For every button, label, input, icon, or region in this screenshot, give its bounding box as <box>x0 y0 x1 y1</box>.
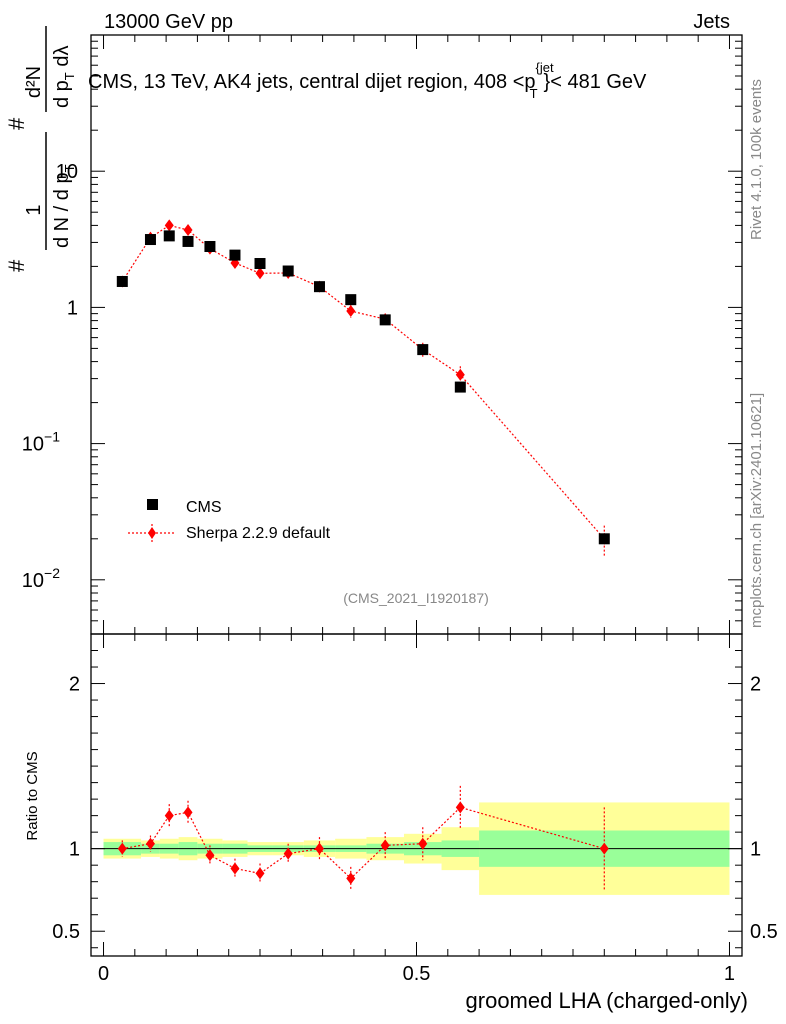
ratio-ylabel: Ratio to CMS <box>24 751 41 840</box>
sherpa-series-line <box>121 224 605 540</box>
sherpa-point-12 <box>455 368 465 381</box>
main-ytick-label-10: 10 <box>56 161 78 183</box>
ratio-sherpa-point-0 <box>117 842 127 855</box>
main-panel-series <box>116 219 610 556</box>
ratio-sherpa-point-12 <box>455 801 465 814</box>
legend-sherpa-marker <box>148 527 156 539</box>
x-tick-label-0.5: 0.5 <box>403 963 431 985</box>
cms-point-12 <box>454 381 466 393</box>
ratio-ytick-label-right-2: 2 <box>750 674 761 696</box>
ratio-sherpa-point-5 <box>230 862 240 875</box>
ylabel-numerator-2: d²N <box>23 66 45 98</box>
ratio-panel-frame <box>90 633 743 957</box>
ratio-sherpa-point-10 <box>380 839 390 852</box>
cms-point-9 <box>345 294 357 306</box>
ylabel-hash-1: # <box>4 259 29 272</box>
sherpa-point-2 <box>164 219 174 232</box>
main-ylabel: # 1 d N / d pT # d²N d pT dλ <box>4 26 77 272</box>
ratio-sherpa-point-7 <box>283 847 293 860</box>
ratio-panel-series <box>117 785 609 890</box>
ratio-ytick-label-right-1: 1 <box>750 839 761 861</box>
sherpa-point-6 <box>255 267 265 280</box>
cms-point-2 <box>163 230 175 242</box>
legend: CMS Sherpa 2.2.9 default <box>128 499 331 542</box>
mcplots-label: mcplots.cern.ch [arXiv:2401.10621] <box>748 393 765 628</box>
ratio-sherpa-point-11 <box>418 837 428 850</box>
ratio-ytick-label-left-2: 2 <box>69 674 80 696</box>
cms-point-0 <box>116 275 128 287</box>
main-ytick-label-0.01: 10−2 <box>22 565 60 592</box>
ratio-sherpa-point-1 <box>145 837 155 850</box>
x-tick-label-0: 0 <box>98 963 109 985</box>
x-axis-label: groomed LHA (charged-only) <box>466 988 748 1013</box>
cms-point-11 <box>417 344 429 356</box>
title-subscript: T <box>530 86 538 101</box>
ratio-sherpa-point-3 <box>183 806 193 819</box>
cms-point-3 <box>182 235 194 247</box>
legend-sherpa-label: Sherpa 2.2.9 default <box>186 525 331 542</box>
ratio-sherpa-point-9 <box>346 872 356 885</box>
rivet-version-label: Rivet 4.1.0, 100k events <box>748 79 765 240</box>
cms-point-5 <box>229 249 241 261</box>
ratio-sherpa-point-4 <box>205 849 215 862</box>
sherpa-point-3 <box>183 224 193 237</box>
x-tick-label-1: 1 <box>724 963 735 985</box>
ratio-ytick-label-right-0.5: 0.5 <box>750 921 778 943</box>
ratio-sherpa-point-6 <box>255 867 265 880</box>
cms-point-6 <box>254 258 266 270</box>
title-suffix: }< 481 GeV <box>544 71 648 93</box>
main-ytick-label-0.1: 10−1 <box>22 429 60 456</box>
sherpa-point-9 <box>346 305 356 318</box>
main-panel-frame <box>90 34 743 635</box>
analysis-watermark: (CMS_2021_I1920187) <box>343 590 489 606</box>
cms-point-10 <box>379 314 391 326</box>
ratio-ytick-label-left-1: 1 <box>69 839 80 861</box>
ratio-sherpa-point-8 <box>314 842 324 855</box>
plot-title: CMS, 13 TeV, AK4 jets, central dijet reg… <box>88 60 647 101</box>
title-superscript: {jet <box>536 60 554 75</box>
header-right-label: Jets <box>693 11 730 33</box>
ylabel-hash-2: # <box>4 117 29 130</box>
cms-point-4 <box>204 240 216 252</box>
cms-point-8 <box>313 281 325 293</box>
cms-point-13 <box>598 533 610 545</box>
ylabel-numerator-1: 1 <box>23 204 45 215</box>
header-left-label: 13000 GeV pp <box>104 11 233 33</box>
main-ytick-label-1: 1 <box>67 297 78 319</box>
cms-point-7 <box>282 265 294 277</box>
axis-ticks: 0 0.5 1 10−2 10−1 1 10 0.5 0.5 1 1 2 2 <box>22 35 778 985</box>
ratio-ytick-label-left-0.5: 0.5 <box>52 921 80 943</box>
title-prefix: CMS, 13 TeV, AK4 jets, central dijet reg… <box>88 71 536 93</box>
ratio-sherpa-point-13 <box>599 842 609 855</box>
ylabel-denominator-1: d N / d pT <box>51 164 77 248</box>
ratio-sherpa-point-2 <box>164 809 174 822</box>
legend-cms-label: CMS <box>186 499 222 516</box>
cms-point-1 <box>144 234 156 246</box>
ylabel-denominator-2: d pT dλ <box>51 46 77 108</box>
legend-cms-marker <box>147 499 158 510</box>
